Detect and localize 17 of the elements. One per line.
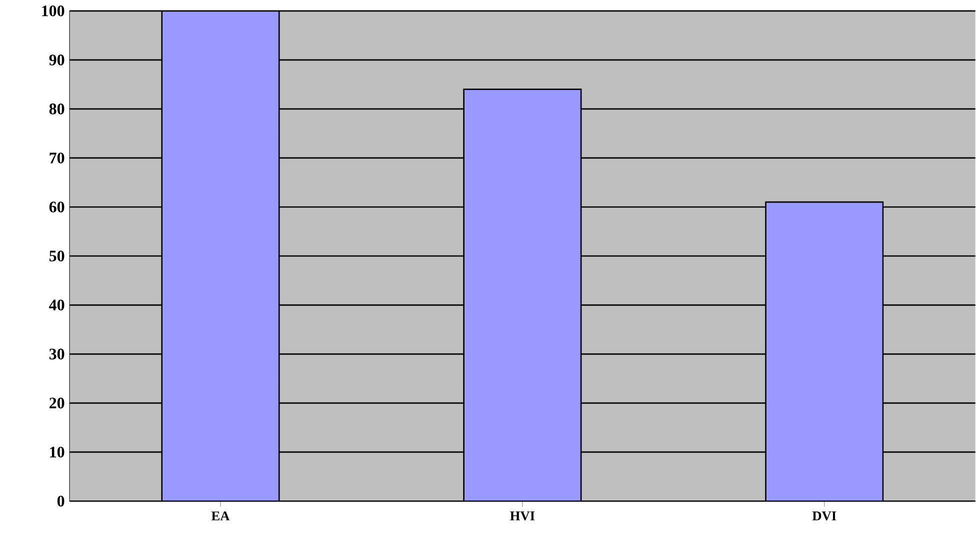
x-tick-label: EA [211, 511, 230, 520]
y-tick-label: 80 [49, 103, 64, 114]
y-tick-label: 20 [50, 398, 64, 408]
bar [463, 88, 582, 501]
y-tick-label: 90 [49, 54, 64, 66]
x-tick-label: DVI [812, 511, 836, 520]
y-tick-label: 0 [57, 496, 64, 506]
y-tick-label: 60 [49, 201, 64, 212]
bar [765, 201, 884, 501]
x-tick-label: HVI [510, 511, 535, 520]
y-tick-label: 100 [42, 5, 64, 16]
bar [161, 10, 280, 501]
y-tick-label: 70 [50, 152, 64, 164]
y-tick-label: 50 [49, 250, 64, 262]
y-tick-label: 10 [50, 446, 64, 458]
y-tick-label: 30 [49, 348, 64, 360]
y-tick-label: 40 [49, 299, 64, 310]
